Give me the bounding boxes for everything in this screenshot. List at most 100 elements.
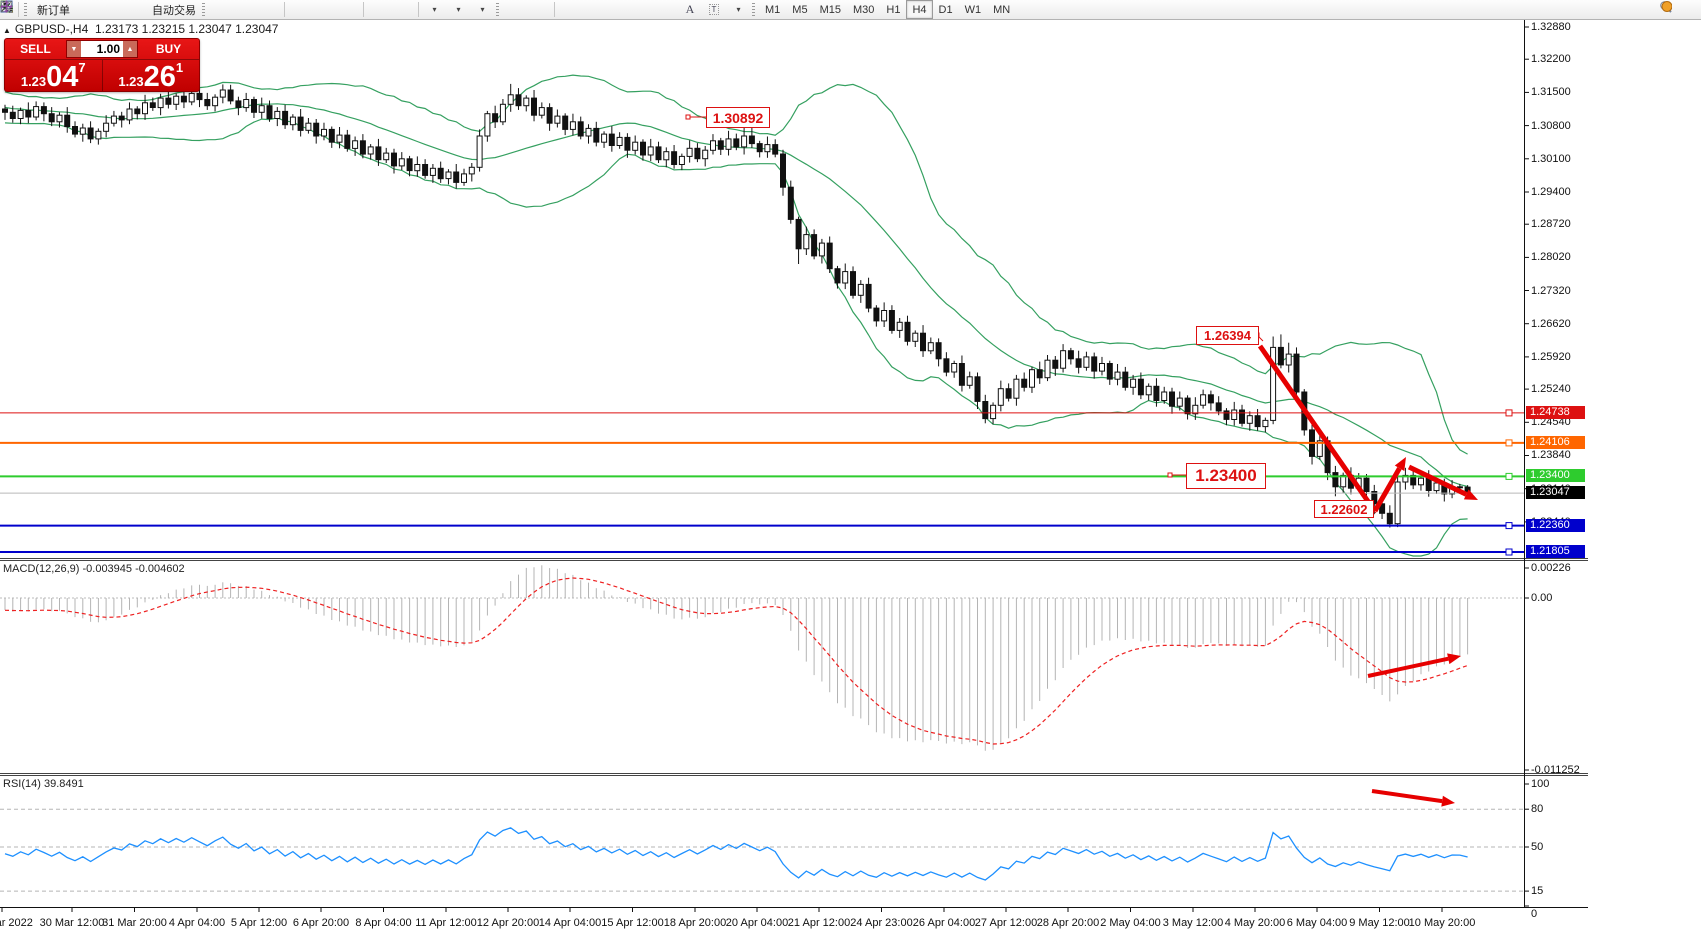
chart-title: ▲ GBPUSD-,H4 1.23173 1.23215 1.23047 1.23… [3,22,278,36]
fibonacci-button[interactable]: F [1,1,678,18]
horizontal-line-button[interactable] [1,1,606,18]
symbol-name: GBPUSD-,H4 [14,22,89,36]
price-level-badge: 1.24106 [1526,436,1585,449]
templates-button[interactable]: ▾ [1,1,494,18]
price-axis-tick: 1.24540 [1531,416,1571,428]
auto-scroll-button[interactable] [0,1,415,18]
collapse-triangle-icon[interactable]: ▲ [3,26,11,35]
volume-increase-button[interactable]: ▲ [123,41,137,57]
time-axis-label: 27 Apr 12:00 [974,917,1038,929]
vertical-line-button[interactable] [6,1,582,18]
bid-pip-digit: 7 [78,60,86,75]
zoom-out-button[interactable] [1,1,336,18]
toolbar: 新订单 自动交易 ▾ ▾ ▾ [0,0,1701,20]
text-label-button[interactable]: T [702,1,726,18]
volume-input[interactable] [81,41,123,57]
crosshair-button[interactable] [1,1,551,18]
timeframe-m5[interactable]: M5 [792,3,808,16]
rsi-axis-tick: 15 [1531,885,1544,897]
signals-button[interactable] [0,1,146,18]
price-axis-tick: 1.28720 [1531,218,1571,230]
macd-pane-label: MACD(12,26,9) -0.003945 -0.004602 [3,563,185,575]
ask-prefix: 1.23 [118,74,144,89]
buy-button[interactable]: BUY [155,42,182,56]
timeframe-h4[interactable]: H4 [906,0,933,19]
rsi-pane-label: RSI(14) 39.8491 [3,778,84,790]
ask-big-digits: 26 [143,61,176,92]
rsi-axis-tick: 0 [1531,908,1538,920]
time-axis-label: 15 Apr 12:00 [601,917,664,929]
bid-big-digits: 04 [46,61,79,92]
time-axis-label: 30 Mar 12:00 [39,917,105,929]
macd-axis-tick: 0.00226 [1531,562,1571,574]
chevron-down-icon: ▾ [432,5,437,14]
autotrading-button[interactable]: 自动交易 [1,1,200,18]
current-price-badge: 1.23047 [1526,486,1585,499]
chart-shift-button [0,1,391,18]
price-axis-tick: 1.25920 [1531,351,1571,363]
candlestick-chart-button[interactable] [2,1,257,18]
price-annotation[interactable]: 1.30892 [706,107,770,128]
timeframe-h1[interactable]: H1 [886,3,901,16]
price-annotation[interactable]: 1.26394 [1196,326,1259,345]
price-axis-tick: 1.30800 [1531,120,1571,132]
chart-style-button[interactable] [1,1,98,18]
time-axis-label: 21 Apr 12:00 [787,917,851,929]
time-axis-label: 5 Apr 12:00 [230,917,288,929]
time-axis-label: 26 Apr 04:00 [912,917,976,929]
timeframe-mn[interactable]: MN [993,3,1011,16]
timeframe-w1[interactable]: W1 [964,3,982,16]
macd-axis-tick: 0.00 [1531,592,1553,604]
chevron-down-icon: ▾ [456,5,461,14]
arrows-button[interactable]: ▾ [0,0,750,18]
time-axis-label: 29 Mar 2022 [0,917,33,929]
time-axis-label: 3 May 12:00 [1162,917,1224,929]
price-axis-tick: 1.25240 [1531,383,1571,395]
ohlc-values: 1.23173 1.23215 1.23047 1.23047 [94,22,279,36]
bell-icon [1661,1,1672,12]
channel-button[interactable]: E [0,1,654,18]
price-annotation[interactable]: 1.22602 [1314,500,1374,518]
svg-text:F: F [9,8,13,13]
price-axis-tick: 1.30100 [1531,153,1571,165]
trendline-button[interactable] [1,1,630,18]
tile-windows-button[interactable] [0,0,360,18]
timeframe-m1[interactable]: M1 [765,3,781,16]
text-a-icon: A [685,2,695,16]
indicators-button[interactable]: ▾ [0,1,446,18]
autotrading-label: 自动交易 [152,4,196,17]
bar-chart-button[interactable] [2,1,233,18]
price-axis-tick: 1.28020 [1531,251,1571,263]
bid-price[interactable]: 1.23 04 7 [5,60,103,91]
data-window-button[interactable] [0,0,122,18]
price-axis-tick: 1.27320 [1531,285,1571,297]
new-order-button[interactable]: 新订单 [0,0,74,18]
price-level-badge: 1.22360 [1526,519,1585,532]
zoom-in-button[interactable] [1,1,312,18]
price-axis-tick: 1.31500 [1531,86,1571,98]
time-axis-label: 8 Apr 04:00 [355,917,412,929]
notifications-button[interactable] [1661,1,1701,18]
price-annotation[interactable]: 1.23400 [1186,463,1266,489]
periods-button[interactable]: ▾ [1,1,470,18]
text-label-icon: T [708,4,720,15]
sell-button[interactable]: SELL [20,42,51,56]
arrows-cross-icon [0,0,13,13]
ask-price[interactable]: 1.23 26 1 [103,60,200,91]
cursor-button[interactable] [3,0,527,18]
bid-prefix: 1.23 [20,74,47,89]
time-axis-label: 24 Apr 23:00 [850,917,913,929]
price-level-badge: 1.23400 [1526,469,1585,482]
text-button[interactable]: A [678,1,702,18]
line-chart-button[interactable] [0,1,281,18]
time-axis-label: 12 Apr 20:00 [476,917,540,929]
volume-decrease-button[interactable]: ▼ [67,41,81,57]
timeframe-d1[interactable]: D1 [938,3,953,16]
timeframe-m30[interactable]: M30 [852,3,875,16]
time-axis-label: 6 Apr 20:00 [292,917,350,929]
timeframe-m15[interactable]: M15 [819,3,841,16]
price-axis-tick: 1.26620 [1531,318,1571,330]
